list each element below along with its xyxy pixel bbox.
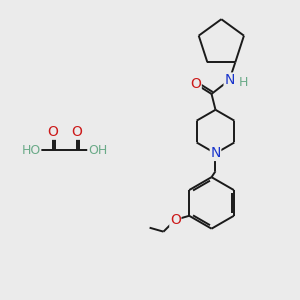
Text: O: O [190, 77, 201, 91]
Text: OH: OH [88, 143, 107, 157]
Text: O: O [71, 125, 82, 139]
Text: N: N [210, 146, 221, 161]
Text: O: O [47, 125, 58, 139]
Text: O: O [170, 213, 181, 227]
Text: HO: HO [22, 143, 41, 157]
Text: N: N [224, 73, 235, 87]
Text: H: H [238, 76, 248, 88]
